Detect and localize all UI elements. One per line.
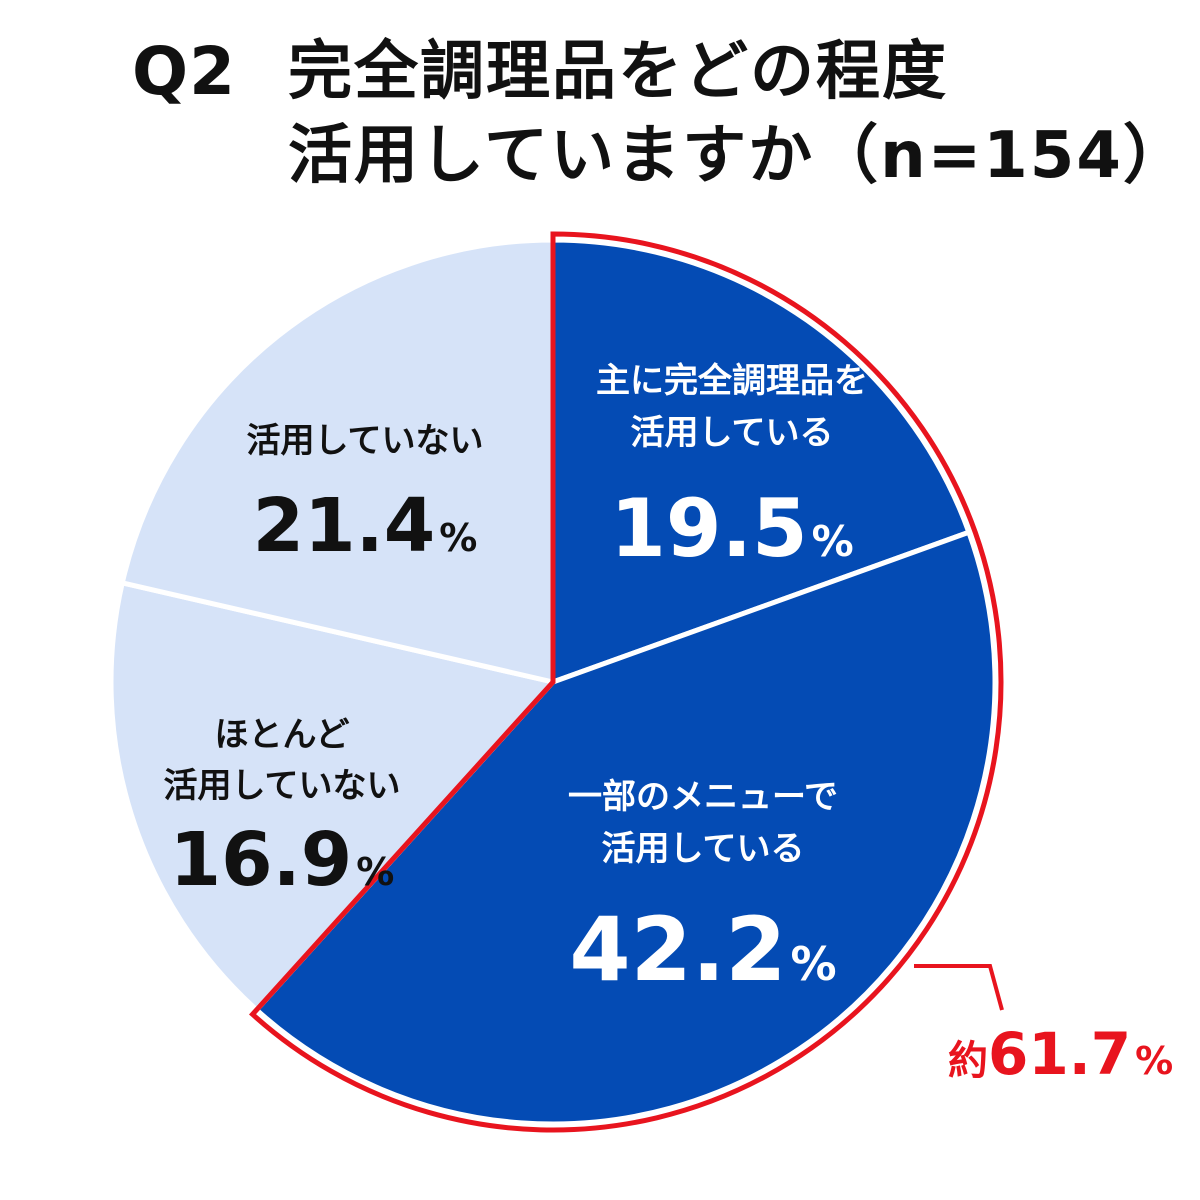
- question-number: Q2: [132, 33, 237, 110]
- highlight-unit: %: [1135, 1039, 1173, 1083]
- slice-value-partial-use: 42.2%: [569, 898, 836, 1001]
- pie-slices: [108, 237, 998, 1127]
- highlight-value: 61.7: [988, 1020, 1131, 1088]
- title-line-1: 完全調理品をどの程度: [288, 35, 948, 109]
- slice-label-partial-use-line-1: 一部のメニューで: [568, 777, 838, 817]
- highlight-prefix: 約: [948, 1038, 988, 1084]
- slice-value-not-use: 21.4%: [253, 483, 478, 569]
- pie-slice-partial-use: [254, 529, 998, 1127]
- slice-label-main-use-line-2: 活用している: [631, 413, 834, 453]
- highlight-outline: [248, 231, 1004, 1133]
- slice-label-partial-use-line-2: 活用している: [602, 829, 805, 869]
- slice-value-main-use: 19.5%: [610, 482, 853, 575]
- slice-label-rarely-use-line-1: ほとんど: [215, 715, 350, 755]
- slice-label-not-use-line-1: 活用していない: [247, 421, 484, 461]
- title-line-2: 活用していますか（n=154）: [288, 119, 1189, 193]
- slice-value-rarely-use: 16.9%: [170, 817, 395, 903]
- slice-label-main-use-line-1: 主に完全調理品を: [596, 361, 868, 401]
- pie-slice-not-use: [119, 237, 556, 685]
- highlight-total-label: 約61.7%: [948, 1020, 1173, 1088]
- slice-label-rarely-use-line-2: 活用していない: [164, 766, 401, 806]
- pie-slice-rarely-use: [108, 580, 556, 1013]
- slice-labels: 主に完全調理品を活用している19.5%一部のメニューで活用している42.2%ほと…: [164, 361, 868, 1001]
- highlight-leader-line: [914, 964, 1004, 1011]
- pie-slice-main-use: [550, 237, 972, 685]
- chart-title: Q2 完全調理品をどの程度 活用していますか（n=154）: [0, 18, 1200, 198]
